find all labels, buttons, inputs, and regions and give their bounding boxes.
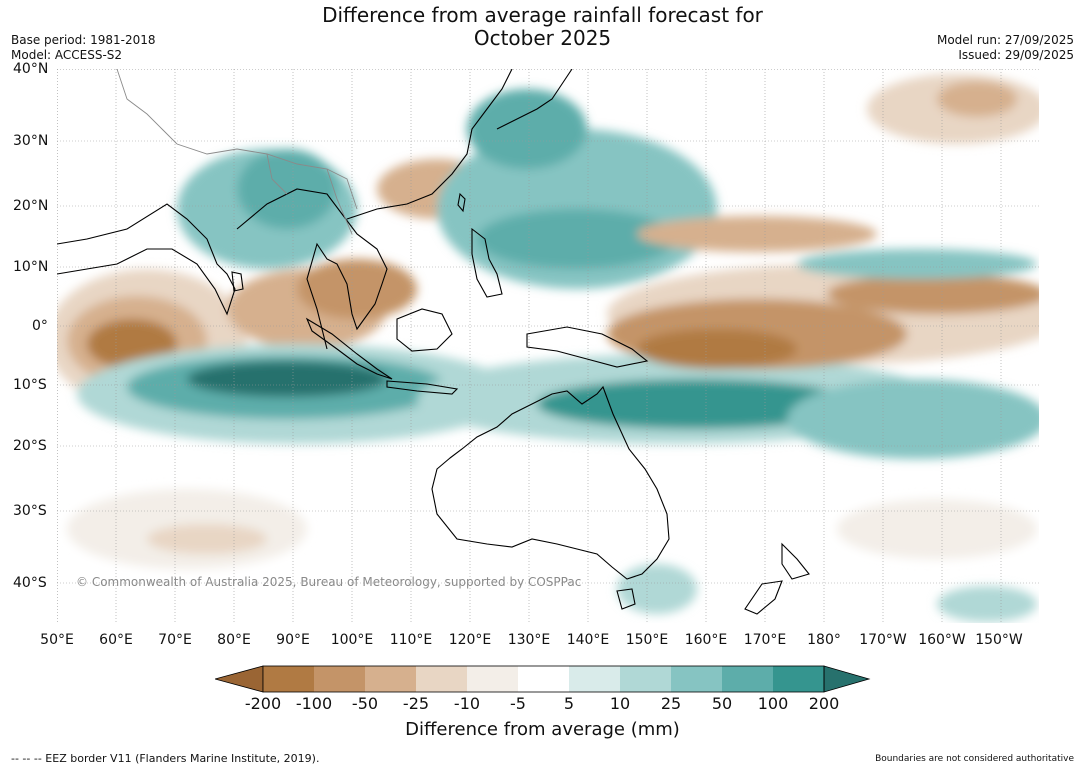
colorbar <box>215 665 871 693</box>
taiwan-coast <box>457 192 466 213</box>
colorbar-bin-100-200 <box>773 666 824 692</box>
lon-label-70e: 70°E <box>158 632 192 648</box>
lon-label-140e: 140°E <box>566 632 610 648</box>
colorbar-bin-25-10 <box>416 666 467 692</box>
colorbar-bin-25-50 <box>671 666 722 692</box>
colorbar-tick-100: 100 <box>757 694 789 713</box>
lat-label-30s: 30°S <box>13 503 47 519</box>
china-coast <box>346 69 513 220</box>
tasmania-coast <box>616 588 636 610</box>
colorbar-bin-50-25 <box>365 666 416 692</box>
coastlines <box>57 69 810 615</box>
lon-label-150e: 150°E <box>625 632 669 648</box>
colorbar-bin-100-50 <box>314 666 365 692</box>
new-zealand-coast <box>744 542 810 615</box>
colorbar-bin-5-10 <box>569 666 620 692</box>
colorbar-bin-below-200 <box>215 665 264 693</box>
lon-label-90e: 90°E <box>276 632 310 648</box>
lon-label-50e: 50°E <box>40 632 74 648</box>
india-coast <box>57 203 236 316</box>
lat-label-equator: 0° <box>32 318 48 334</box>
lat-label-10n: 10°N <box>13 259 49 275</box>
japan-coast <box>496 69 573 130</box>
model-run-date: Model run: 27/09/2025 <box>936 33 1074 47</box>
lon-label-170e: 170°E <box>743 632 787 648</box>
lon-label-80e: 80°E <box>217 632 251 648</box>
graticule <box>57 69 1039 623</box>
australia-coast <box>431 385 670 580</box>
colorbar-tick-10: 10 <box>609 694 631 713</box>
model-name: Model: ACCESS-S2 <box>11 48 123 62</box>
colorbar-bin-10-25 <box>620 666 671 692</box>
title-line-1: Difference from average rainfall forecas… <box>322 3 763 27</box>
country-borders <box>116 69 358 235</box>
lon-label-160e: 160°E <box>684 632 728 648</box>
colorbar-tick-25: 25 <box>660 694 682 713</box>
colorbar-tick-minus-50: -50 <box>351 694 379 713</box>
lon-label-60e: 60°E <box>99 632 133 648</box>
boundary-disclaimer: Boundaries are not considered authoritat… <box>875 754 1074 764</box>
lon-label-150w: 150°W <box>975 632 1023 648</box>
lat-label-40s: 40°S <box>13 575 47 591</box>
run-info: Model run: 27/09/2025 Issued: 29/09/2025 <box>937 33 1074 63</box>
colorbar-tick-minus-100: -100 <box>295 694 333 713</box>
lat-label-40n: 40°N <box>13 61 49 77</box>
colorbar-title: Difference from average (mm) <box>405 719 680 740</box>
sri-lanka-coast <box>231 271 244 292</box>
new-guinea-coast <box>526 326 649 368</box>
southeast-asia-coast <box>236 188 388 350</box>
colorbar-tick-50: 50 <box>711 694 733 713</box>
colorbar-bin-50-100 <box>722 666 773 692</box>
colorbar-bin-10-5 <box>467 666 518 692</box>
rainfall-anomaly-map <box>57 69 1039 623</box>
lon-label-120e: 120°E <box>448 632 492 648</box>
lat-label-20n: 20°N <box>13 198 49 214</box>
model-info: Base period: 1981-2018 Model: ACCESS-S2 <box>11 33 156 63</box>
colorbar-tick-minus-10: -10 <box>453 694 481 713</box>
title-line-2: October 2025 <box>473 26 612 50</box>
chart-title: Difference from average rainfall forecas… <box>0 4 1085 50</box>
lon-label-110e: 110°E <box>389 632 433 648</box>
lat-label-10s: 10°S <box>13 377 47 393</box>
colorbar-bin-above-200 <box>823 665 871 693</box>
colorbar-outline <box>262 665 825 693</box>
sumatra-coast <box>305 317 393 380</box>
colorbar-bin-200-100 <box>263 666 314 692</box>
lon-label-100e: 100°E <box>330 632 374 648</box>
lon-label-130e: 130°E <box>507 632 551 648</box>
java-coast <box>386 380 459 395</box>
colorbar-bin-5-5 <box>518 666 569 692</box>
base-period: Base period: 1981-2018 <box>11 33 156 47</box>
issued-date: Issued: 29/09/2025 <box>958 48 1074 62</box>
lon-label-180: 180° <box>807 632 841 648</box>
lat-label-30n: 30°N <box>13 133 49 149</box>
colorbar-tick-minus-25: -25 <box>402 694 430 713</box>
colorbar-tick-minus-200: -200 <box>244 694 282 713</box>
lon-label-170w: 170°W <box>859 632 907 648</box>
colorbar-tick-200: 200 <box>808 694 840 713</box>
colorbar-tick-5: 5 <box>563 694 575 713</box>
borneo-coast <box>396 308 453 352</box>
lat-label-20s: 20°S <box>13 438 47 454</box>
copyright-notice: © Commonwealth of Australia 2025, Bureau… <box>76 575 582 589</box>
philippines-coast <box>471 227 503 298</box>
colorbar-tick-minus-5: -5 <box>510 694 526 713</box>
lon-label-160w: 160°W <box>918 632 966 648</box>
eez-border-legend: -- -- -- EEZ border V11 (Flanders Marine… <box>11 752 320 765</box>
